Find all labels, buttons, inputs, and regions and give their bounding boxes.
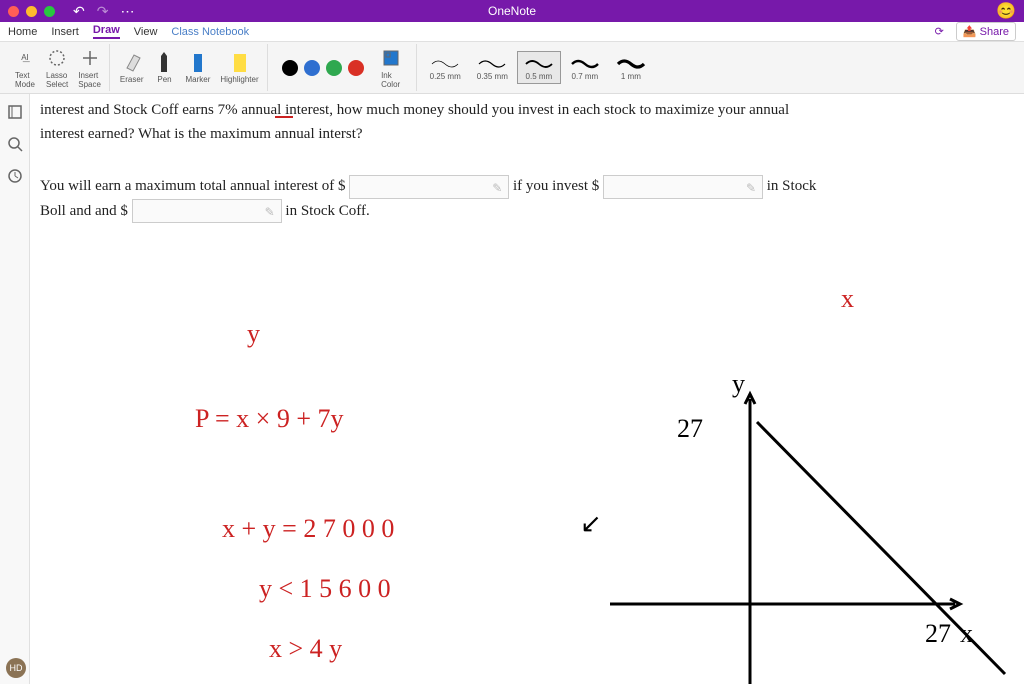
ribbon: A͟I Text Mode Lasso Select Insert Space … <box>0 42 1024 94</box>
handwriting-y_label: y <box>247 319 260 349</box>
sync-icon[interactable]: ⟳ <box>935 25 944 38</box>
answer-template: You will earn a maximum total annual int… <box>30 170 1024 227</box>
minimize-window-button[interactable] <box>26 6 37 17</box>
color-red[interactable] <box>348 60 364 76</box>
insert-space-button[interactable]: Insert Space <box>74 45 105 91</box>
underline-annotation <box>275 116 293 118</box>
marker-button[interactable]: Marker <box>181 49 214 86</box>
share-button[interactable]: 📤 Share <box>956 22 1016 41</box>
lasso-icon <box>46 47 68 69</box>
pen-icon <box>153 51 175 73</box>
menu-view[interactable]: View <box>134 26 158 38</box>
handwriting-arrow_note: ↙ <box>580 509 602 539</box>
x-axis-arrow <box>950 599 960 609</box>
pen-size-0.35mm[interactable]: 0.35 mm <box>470 51 515 84</box>
handwriting-equation2: x + y = 2 7 0 0 0 <box>222 514 394 544</box>
highlighter-button[interactable]: Highlighter <box>216 49 262 86</box>
problem-text: interest and Stock Coff earns 7% annual … <box>30 94 1024 150</box>
pen-size-0.25mm[interactable]: 0.25 mm <box>423 51 468 84</box>
eraser-icon <box>121 51 143 73</box>
invest-boll-input[interactable] <box>603 175 763 199</box>
pen-size-0.7mm[interactable]: 0.7 mm <box>563 51 607 84</box>
handwriting-x_label: x <box>841 284 854 314</box>
text-mode-button[interactable]: A͟I Text Mode <box>10 45 40 91</box>
lasso-select-button[interactable]: Lasso Select <box>42 45 72 91</box>
y-axis-arrow <box>745 394 755 404</box>
menu-home[interactable]: Home <box>8 26 37 38</box>
color-green[interactable] <box>326 60 342 76</box>
titlebar: ↶ ↷ ⋯ OneNote 😊 <box>0 0 1024 22</box>
interest-input[interactable] <box>349 175 509 199</box>
eraser-button[interactable]: Eraser <box>116 49 148 86</box>
traffic-lights <box>8 6 55 17</box>
menu-draw[interactable]: Draw <box>93 24 120 39</box>
handwriting-graph_x: x <box>960 619 973 649</box>
color-black[interactable] <box>282 60 298 76</box>
more-button[interactable]: ⋯ <box>120 3 134 20</box>
menu-insert[interactable]: Insert <box>51 26 79 38</box>
undo-button[interactable]: ↶ <box>73 3 85 20</box>
insert-space-icon <box>79 47 101 69</box>
quick-access-toolbar: ↶ ↷ ⋯ <box>73 3 134 20</box>
app-title: OneNote <box>488 4 536 18</box>
handwriting-graph_y: y <box>732 369 745 399</box>
color-blue[interactable] <box>304 60 320 76</box>
text-mode-icon: A͟I <box>14 47 36 69</box>
handwriting-equation1: P = x × 9 + 7y <box>195 404 343 434</box>
pen-size-1mm[interactable]: 1 mm <box>609 51 653 84</box>
marker-icon <box>187 51 209 73</box>
search-button[interactable] <box>5 134 25 154</box>
pen-size-0.5mm[interactable]: 0.5 mm <box>517 51 561 84</box>
ink-color-button[interactable]: Ink Color <box>376 45 406 91</box>
close-window-button[interactable] <box>8 6 19 17</box>
handwriting-equation4: x > 4 y <box>269 634 342 664</box>
invest-coff-input[interactable] <box>132 199 282 223</box>
ink-color-icon <box>380 47 402 69</box>
menubar: Home Insert Draw View Class Notebook ⟳ 📤… <box>0 22 1024 42</box>
user-badge[interactable]: HD <box>6 658 26 678</box>
canvas[interactable]: interest and Stock Coff earns 7% annual … <box>30 94 1024 684</box>
recent-button[interactable] <box>5 166 25 186</box>
notebooks-button[interactable] <box>5 102 25 122</box>
menu-class-notebook[interactable]: Class Notebook <box>171 26 249 38</box>
sidebar <box>0 94 30 684</box>
maximize-window-button[interactable] <box>44 6 55 17</box>
highlighter-icon <box>229 51 251 73</box>
pen-button[interactable]: Pen <box>149 49 179 86</box>
share-icon[interactable]: 😊 <box>996 1 1016 21</box>
handwriting-graph_27y: 27 <box>677 414 703 444</box>
redo-button[interactable]: ↷ <box>97 3 109 20</box>
handwriting-equation3: y < 1 5 6 0 0 <box>259 574 391 604</box>
handwriting-graph_27x: 27 <box>925 619 951 649</box>
